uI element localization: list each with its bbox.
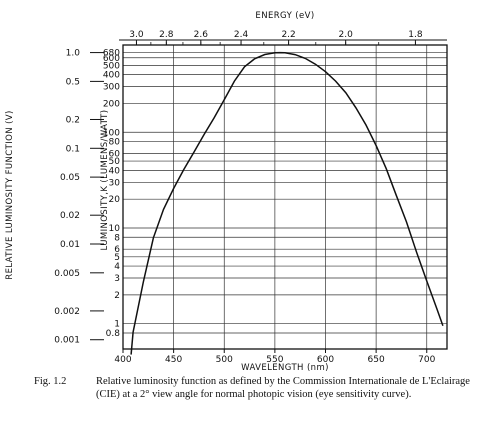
x-tick-label: 550 xyxy=(266,355,283,365)
top-tick-label: 2.2 xyxy=(281,30,295,40)
k-tick-label: 30 xyxy=(109,178,121,188)
k-tick-label: 8 xyxy=(114,233,120,243)
luminosity-chart: 400 450 500 550 600 650 700 3.0 2.8 2.6 2.4 2.2 2.0 1… xyxy=(5,11,448,373)
k-tick-label: 3 xyxy=(114,274,120,284)
left-tick-label: 0.01 xyxy=(60,240,80,250)
left-tick-label: 0.02 xyxy=(60,211,80,221)
x-tick-label: 400 xyxy=(114,355,131,365)
k-tick-label: 100 xyxy=(103,128,120,138)
right-axis-label: LUMINOSITY,K (LUMENS/WATT) xyxy=(100,110,110,251)
top-tick-label: 2.8 xyxy=(159,30,174,40)
k-tick-label: 1 xyxy=(114,320,120,330)
k-tick-label: 10 xyxy=(109,224,121,234)
k-tick-label: 6 xyxy=(114,245,120,255)
k-tick-label: 680 xyxy=(103,49,120,59)
k-tick-label: 400 xyxy=(103,71,120,81)
k-tick-label: 0.8 xyxy=(106,329,121,339)
x-tick-label: 650 xyxy=(368,355,385,365)
x-tick-label: 600 xyxy=(317,355,334,365)
top-axis-label: ENERGY (eV) xyxy=(255,11,314,21)
figure-number: Fig. 1.2 xyxy=(34,376,67,387)
x-axis-label: WAVELENGTH (nm) xyxy=(241,363,329,372)
left-tick-label: 0.001 xyxy=(54,336,80,346)
plot-frame xyxy=(122,44,448,350)
k-tick-label: 60 xyxy=(109,149,121,159)
left-tick-label: 0.05 xyxy=(60,173,80,183)
k-tick-label: 4 xyxy=(114,262,120,272)
x-tick-label: 450 xyxy=(165,355,182,365)
k-tick-label: 80 xyxy=(109,138,121,148)
k-tick-label: 20 xyxy=(109,195,121,205)
left-tick-label: 0.002 xyxy=(54,307,80,317)
top-tick-label: 2.0 xyxy=(339,30,354,40)
chart-grid xyxy=(122,45,447,349)
k-tick-label: 600 xyxy=(103,54,120,64)
left-tick-label: 0.1 xyxy=(66,144,80,154)
top-tick-label: 2.6 xyxy=(194,30,209,40)
left-axis-label: RELATIVE LUMINOSITY FUNCTION (V) xyxy=(5,110,15,279)
left-tick-label: 0.2 xyxy=(66,115,80,125)
x-tick-label: 700 xyxy=(418,355,435,365)
k-tick-label: 300 xyxy=(103,83,120,93)
top-tick-label: 2.4 xyxy=(234,30,249,40)
k-tick-label: 50 xyxy=(109,157,121,167)
left-tick-label: 0.5 xyxy=(66,77,80,87)
k-tick-label: 40 xyxy=(109,166,121,176)
left-tick-label: 0.005 xyxy=(54,269,80,279)
caption-text: Relative luminosity function as defined … xyxy=(96,376,470,400)
k-tick-label: 200 xyxy=(103,99,120,109)
k-tick-label: 5 xyxy=(114,253,120,263)
luminosity-curve xyxy=(130,51,444,355)
k-tick-label: 500 xyxy=(103,61,120,71)
left-tick-label: 1.0 xyxy=(66,49,81,59)
top-tick-label: 3.0 xyxy=(129,30,144,40)
k-tick-label: 2 xyxy=(114,291,120,301)
x-tick-label: 500 xyxy=(216,355,233,365)
top-tick-label: 1.8 xyxy=(408,30,423,40)
